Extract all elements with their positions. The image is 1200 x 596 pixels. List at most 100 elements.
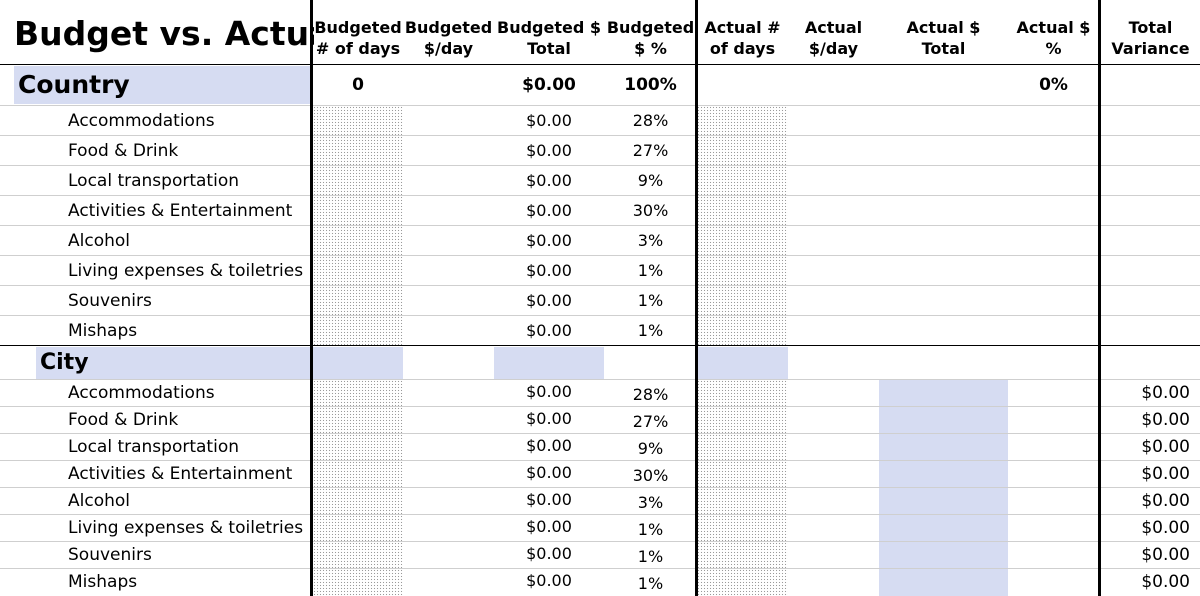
country-actual-days-shade[interactable] — [697, 106, 788, 346]
grid-line — [0, 514, 1200, 515]
city-actual-days-shade[interactable] — [697, 380, 788, 596]
country-row-budgeted-pct[interactable]: 28% — [632, 111, 669, 130]
city-row-budgeted-pct[interactable]: 1% — [637, 574, 664, 593]
header-actual-pct[interactable]: Actual $ % — [1008, 17, 1099, 61]
grid-line — [0, 225, 1200, 226]
divider-budgeted-actual — [695, 0, 698, 596]
country-row-budgeted-total[interactable]: $0.00 — [526, 261, 572, 280]
city-row-budgeted-total[interactable]: $0.00 — [526, 436, 572, 455]
city-row-label[interactable]: Souvenirs — [68, 545, 152, 565]
header-budgeted-per-day-line2: $/day — [423, 39, 474, 58]
header-actual-days-line1: Actual # — [704, 18, 781, 37]
grid-line — [0, 255, 1200, 256]
city-budgeted-days-fill[interactable] — [313, 347, 403, 379]
header-actual-total[interactable]: Actual $ Total — [879, 17, 1008, 61]
header-actual-days[interactable]: Actual # of days — [697, 17, 788, 61]
header-actual-per-day-line1: Actual — [804, 18, 863, 37]
header-budgeted-pct[interactable]: Budgeted $ % — [604, 17, 697, 61]
city-row-budgeted-total[interactable]: $0.00 — [526, 517, 572, 536]
city-row-variance[interactable]: $0.00 — [1141, 518, 1190, 538]
country-row-budgeted-total[interactable]: $0.00 — [526, 321, 572, 340]
city-row-variance[interactable]: $0.00 — [1141, 437, 1190, 457]
country-row-budgeted-pct[interactable]: 27% — [632, 141, 669, 160]
header-budgeted-total[interactable]: Budgeted $ Total — [494, 17, 604, 61]
grid-line — [0, 315, 1200, 316]
grid-line — [0, 460, 1200, 461]
header-total-variance[interactable]: Total Variance — [1101, 17, 1200, 61]
country-row-label[interactable]: Mishaps — [68, 321, 138, 341]
country-row-budgeted-total[interactable]: $0.00 — [526, 291, 572, 310]
city-row-label[interactable]: Living expenses & toiletries — [68, 518, 304, 538]
city-row-budgeted-pct[interactable]: 1% — [637, 547, 664, 566]
header-actual-per-day[interactable]: Actual $/day — [788, 17, 879, 61]
city-row-budgeted-pct[interactable]: 27% — [632, 412, 669, 431]
country-row-budgeted-pct[interactable]: 3% — [637, 231, 664, 250]
header-budgeted-days-line1: Budgeted — [314, 18, 402, 37]
city-row-variance[interactable]: $0.00 — [1141, 545, 1190, 565]
city-row-budgeted-pct[interactable]: 1% — [637, 520, 664, 539]
city-row-label[interactable]: Local transportation — [68, 437, 239, 457]
city-row-label[interactable]: Food & Drink — [68, 410, 179, 430]
country-budgeted-pct[interactable]: 100% — [624, 75, 677, 95]
header-budgeted-total-line2: Total — [527, 39, 571, 58]
country-budgeted-days-shade[interactable] — [313, 106, 403, 346]
country-row-budgeted-pct[interactable]: 1% — [637, 321, 664, 340]
city-actual-days-fill[interactable] — [697, 347, 788, 379]
city-row-budgeted-pct[interactable]: 28% — [632, 385, 669, 404]
country-actual-pct[interactable]: 0% — [1039, 75, 1068, 95]
country-budgeted-days[interactable]: 0 — [352, 75, 364, 95]
city-row-budgeted-total[interactable]: $0.00 — [526, 490, 572, 509]
city-row-label[interactable]: Alcohol — [68, 491, 130, 511]
city-row-budgeted-total[interactable]: $0.00 — [526, 409, 572, 428]
city-row-variance[interactable]: $0.00 — [1141, 383, 1190, 403]
country-budgeted-total[interactable]: $0.00 — [522, 75, 576, 95]
city-row-budgeted-total[interactable]: $0.00 — [526, 463, 572, 482]
city-row-budgeted-pct[interactable]: 30% — [632, 466, 669, 485]
city-row-budgeted-total[interactable]: $0.00 — [526, 571, 572, 590]
city-actual-total-fill[interactable] — [879, 380, 1008, 596]
city-row-variance[interactable]: $0.00 — [1141, 464, 1190, 484]
header-budgeted-days[interactable]: Budgeted # of days — [313, 17, 403, 61]
city-row-label[interactable]: Mishaps — [68, 572, 138, 592]
country-row-budgeted-pct[interactable]: 9% — [637, 171, 664, 190]
country-section-label[interactable]: Country — [14, 66, 311, 104]
header-budgeted-per-day[interactable]: Budgeted $/day — [403, 17, 494, 61]
grid-line — [0, 541, 1200, 542]
country-row-budgeted-total[interactable]: $0.00 — [526, 231, 572, 250]
city-row-budgeted-total[interactable]: $0.00 — [526, 544, 572, 563]
country-row-budgeted-pct[interactable]: 1% — [637, 291, 664, 310]
country-row-label[interactable]: Food & Drink — [68, 141, 179, 161]
country-row-budgeted-pct[interactable]: 30% — [632, 201, 669, 220]
header-budgeted-pct-line2: $ % — [634, 39, 667, 58]
header-actual-pct-line2: % — [1045, 39, 1062, 58]
country-row-budgeted-total[interactable]: $0.00 — [526, 111, 572, 130]
city-row-variance[interactable]: $0.00 — [1141, 410, 1190, 430]
country-row-budgeted-total[interactable]: $0.00 — [526, 201, 572, 220]
grid-line — [0, 487, 1200, 488]
sheet-title: Budget vs. Actual — [14, 14, 314, 53]
city-row-variance[interactable]: $0.00 — [1141, 572, 1190, 592]
grid-line — [0, 433, 1200, 434]
country-row-label[interactable]: Living expenses & toiletries — [68, 261, 304, 281]
country-row-label[interactable]: Activities & Entertainment — [68, 201, 293, 221]
country-row-label[interactable]: Accommodations — [68, 111, 215, 131]
city-row-budgeted-pct[interactable]: 9% — [637, 439, 664, 458]
country-row-budgeted-pct[interactable]: 1% — [637, 261, 664, 280]
city-budgeted-days-shade[interactable] — [313, 380, 403, 596]
country-row-budgeted-total[interactable]: $0.00 — [526, 141, 572, 160]
city-row-budgeted-pct[interactable]: 3% — [637, 493, 664, 512]
grid-line — [0, 135, 1200, 136]
country-row-label[interactable]: Local transportation — [68, 171, 239, 191]
city-row-label[interactable]: Activities & Entertainment — [68, 464, 293, 484]
city-budgeted-total-fill[interactable] — [494, 347, 604, 379]
city-row-label[interactable]: Accommodations — [68, 383, 215, 403]
header-budgeted-days-line2: # of days — [315, 39, 401, 58]
country-row-budgeted-total[interactable]: $0.00 — [526, 171, 572, 190]
city-row-variance[interactable]: $0.00 — [1141, 491, 1190, 511]
divider-labels-budgeted — [310, 0, 313, 596]
country-row-label[interactable]: Alcohol — [68, 231, 130, 251]
city-row-budgeted-total[interactable]: $0.00 — [526, 382, 572, 401]
city-section-label[interactable]: City — [36, 347, 311, 379]
country-row-label[interactable]: Souvenirs — [68, 291, 152, 311]
